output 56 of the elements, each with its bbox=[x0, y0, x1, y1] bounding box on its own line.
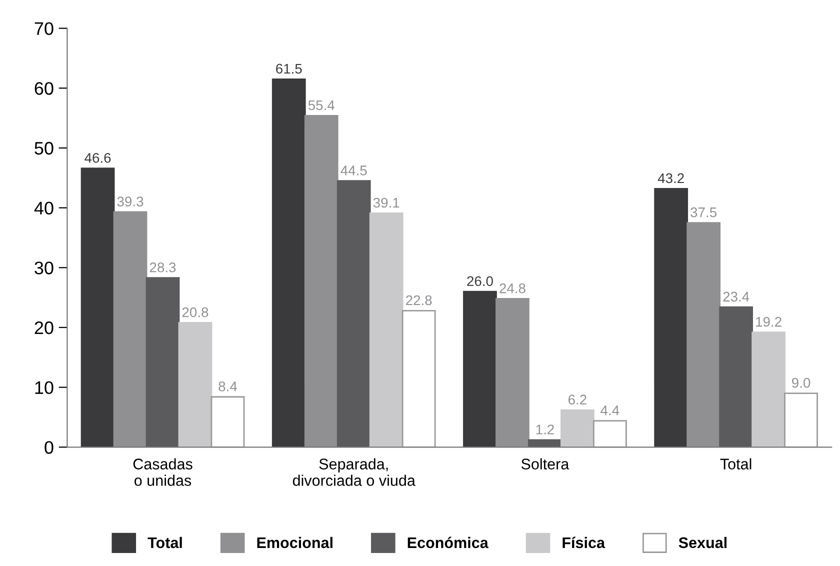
data-label: 22.8 bbox=[406, 295, 432, 306]
bar bbox=[592, 420, 627, 448]
legend-label: Emocional bbox=[257, 536, 332, 548]
data-label: 6.2 bbox=[568, 394, 586, 405]
bar bbox=[654, 188, 688, 448]
legend-label: Física bbox=[562, 536, 606, 548]
data-label: 4.4 bbox=[600, 406, 620, 416]
data-label: 23.4 bbox=[723, 292, 750, 302]
data-label: 37.5 bbox=[690, 207, 716, 218]
y-tick-label: 0 bbox=[44, 441, 54, 454]
y-tick-label: 50 bbox=[34, 142, 54, 155]
bar bbox=[304, 114, 338, 448]
data-label: 19.2 bbox=[756, 316, 782, 327]
data-label: 43.2 bbox=[658, 173, 684, 184]
bar bbox=[210, 396, 245, 448]
y-tick-label: 60 bbox=[34, 82, 54, 95]
y-tick-label: 40 bbox=[34, 202, 54, 215]
data-label: 8.4 bbox=[218, 382, 237, 392]
bar bbox=[113, 211, 148, 448]
data-label: 61.5 bbox=[276, 64, 302, 74]
bar bbox=[686, 222, 720, 448]
bar bbox=[719, 306, 753, 448]
x-tick-label: Separada, divorciada o viuda bbox=[292, 458, 416, 486]
bar bbox=[369, 212, 404, 448]
x-tick-label: Soltera bbox=[521, 458, 570, 470]
legend-label: Sexual bbox=[678, 536, 726, 548]
data-label: 1.2 bbox=[536, 424, 554, 434]
bar bbox=[560, 409, 594, 448]
bar bbox=[496, 298, 530, 448]
bar bbox=[146, 277, 180, 448]
bar bbox=[402, 310, 436, 448]
y-tick-label: 10 bbox=[35, 381, 54, 394]
data-label: 44.5 bbox=[340, 166, 367, 176]
data-label: 26.0 bbox=[467, 276, 493, 286]
bar bbox=[336, 180, 371, 448]
y-tick-label: 30 bbox=[34, 262, 54, 274]
bar bbox=[272, 78, 306, 448]
bar bbox=[178, 322, 212, 448]
bar bbox=[80, 168, 115, 448]
data-label: 28.3 bbox=[150, 262, 176, 272]
bar bbox=[752, 332, 786, 448]
bar bbox=[463, 290, 497, 448]
legend-label: Económica bbox=[408, 536, 488, 548]
x-tick-label: Total bbox=[720, 458, 752, 470]
bar bbox=[784, 392, 818, 448]
data-label: 46.6 bbox=[84, 152, 111, 163]
data-label: 9.0 bbox=[792, 378, 810, 388]
y-tick-label: 20 bbox=[34, 321, 54, 334]
data-label: 55.4 bbox=[308, 100, 334, 110]
data-label: 39.1 bbox=[373, 198, 400, 208]
data-label: 39.3 bbox=[117, 196, 144, 206]
x-tick-label: Casadas o unidas bbox=[133, 458, 192, 486]
legend-label: Total bbox=[148, 536, 182, 548]
data-label: 24.8 bbox=[500, 283, 526, 294]
data-label: 20.8 bbox=[182, 307, 208, 318]
y-tick-label: 70 bbox=[34, 22, 54, 36]
